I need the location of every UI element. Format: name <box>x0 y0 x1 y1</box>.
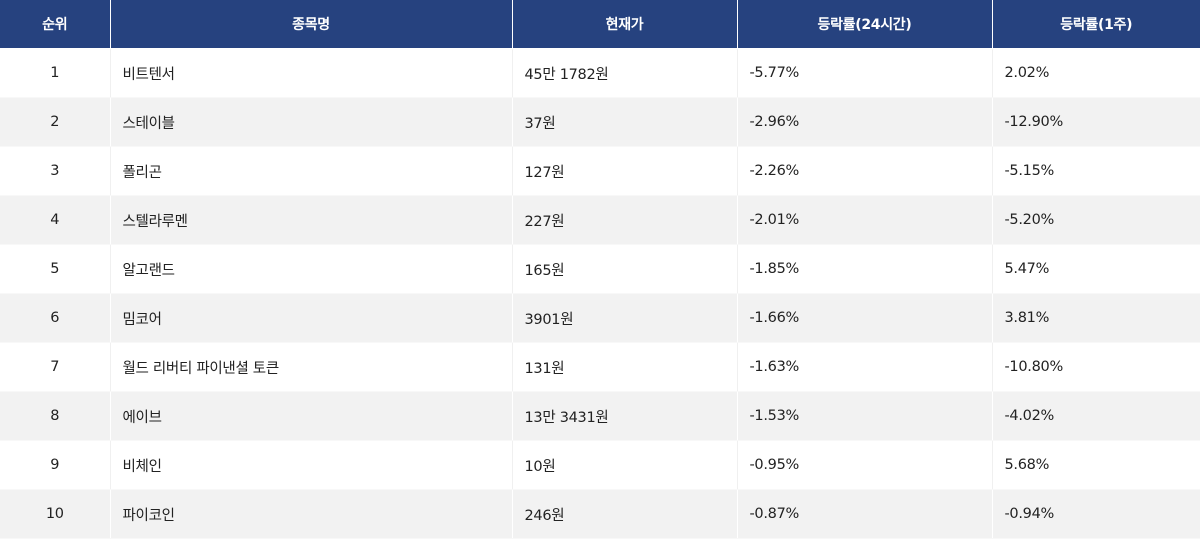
change-24h-cell: -1.53% <box>737 391 993 441</box>
table-row: 6 밈코어 3901원 -1.66% 3.81% <box>0 293 1200 343</box>
change-1w-cell: -10.80% <box>992 342 1200 392</box>
rank-cell: 3 <box>0 146 111 196</box>
rank-cell: 10 <box>0 489 111 539</box>
column-header-price: 현재가 <box>512 0 738 49</box>
coin-name-cell: 에이브 <box>110 391 513 441</box>
coin-name-cell: 폴리곤 <box>110 146 513 196</box>
rank-cell: 8 <box>0 391 111 441</box>
price-cell: 165원 <box>512 244 738 294</box>
coin-name-cell: 월드 리버티 파이낸셜 토큰 <box>110 342 513 392</box>
table-row: 1 비트텐서 45만 1782원 -5.77% 2.02% <box>0 48 1200 98</box>
change-24h-cell: -5.77% <box>737 48 993 98</box>
change-1w-cell: -4.02% <box>992 391 1200 441</box>
price-cell: 45만 1782원 <box>512 48 738 98</box>
change-24h-cell: -1.85% <box>737 244 993 294</box>
table-body: 1 비트텐서 45만 1782원 -5.77% 2.02% 2 스테이블 37원… <box>0 48 1200 539</box>
table-row: 8 에이브 13만 3431원 -1.53% -4.02% <box>0 391 1200 441</box>
change-24h-cell: -2.96% <box>737 97 993 147</box>
table-row: 3 폴리곤 127원 -2.26% -5.15% <box>0 146 1200 196</box>
change-24h-cell: -2.26% <box>737 146 993 196</box>
change-1w-cell: 3.81% <box>992 293 1200 343</box>
change-24h-cell: -1.66% <box>737 293 993 343</box>
price-cell: 127원 <box>512 146 738 196</box>
column-header-change-24h: 등락률(24시간) <box>737 0 993 49</box>
table-header: 순위 종목명 현재가 등락률(24시간) 등락률(1주) <box>0 0 1200 49</box>
price-cell: 131원 <box>512 342 738 392</box>
coin-name-cell: 밈코어 <box>110 293 513 343</box>
price-cell: 3901원 <box>512 293 738 343</box>
price-cell: 13만 3431원 <box>512 391 738 441</box>
header-row: 순위 종목명 현재가 등락률(24시간) 등락률(1주) <box>0 0 1200 49</box>
change-24h-cell: -2.01% <box>737 195 993 245</box>
rank-cell: 1 <box>0 48 111 98</box>
price-cell: 246원 <box>512 489 738 539</box>
rank-cell: 7 <box>0 342 111 392</box>
change-1w-cell: -0.94% <box>992 489 1200 539</box>
table-row: 2 스테이블 37원 -2.96% -12.90% <box>0 97 1200 147</box>
change-24h-cell: -0.95% <box>737 440 993 490</box>
coin-name-cell: 비트텐서 <box>110 48 513 98</box>
price-cell: 10원 <box>512 440 738 490</box>
coin-name-cell: 스테이블 <box>110 97 513 147</box>
coin-name-cell: 비체인 <box>110 440 513 490</box>
change-1w-cell: 5.47% <box>992 244 1200 294</box>
change-1w-cell: -5.15% <box>992 146 1200 196</box>
rank-cell: 9 <box>0 440 111 490</box>
change-1w-cell: -5.20% <box>992 195 1200 245</box>
coin-name-cell: 파이코인 <box>110 489 513 539</box>
column-header-name: 종목명 <box>110 0 513 49</box>
table-row: 7 월드 리버티 파이낸셜 토큰 131원 -1.63% -10.80% <box>0 342 1200 392</box>
price-cell: 227원 <box>512 195 738 245</box>
price-cell: 37원 <box>512 97 738 147</box>
rank-cell: 5 <box>0 244 111 294</box>
change-24h-cell: -1.63% <box>737 342 993 392</box>
rank-cell: 2 <box>0 97 111 147</box>
table-row: 9 비체인 10원 -0.95% 5.68% <box>0 440 1200 490</box>
table-row: 4 스텔라루멘 227원 -2.01% -5.20% <box>0 195 1200 245</box>
rank-cell: 6 <box>0 293 111 343</box>
table-row: 5 알고랜드 165원 -1.85% 5.47% <box>0 244 1200 294</box>
change-24h-cell: -0.87% <box>737 489 993 539</box>
change-1w-cell: -12.90% <box>992 97 1200 147</box>
change-1w-cell: 2.02% <box>992 48 1200 98</box>
rank-cell: 4 <box>0 195 111 245</box>
coin-name-cell: 알고랜드 <box>110 244 513 294</box>
column-header-rank: 순위 <box>0 0 111 49</box>
change-1w-cell: 5.68% <box>992 440 1200 490</box>
table-row: 10 파이코인 246원 -0.87% -0.94% <box>0 489 1200 539</box>
coin-name-cell: 스텔라루멘 <box>110 195 513 245</box>
column-header-change-1w: 등락률(1주) <box>992 0 1200 49</box>
